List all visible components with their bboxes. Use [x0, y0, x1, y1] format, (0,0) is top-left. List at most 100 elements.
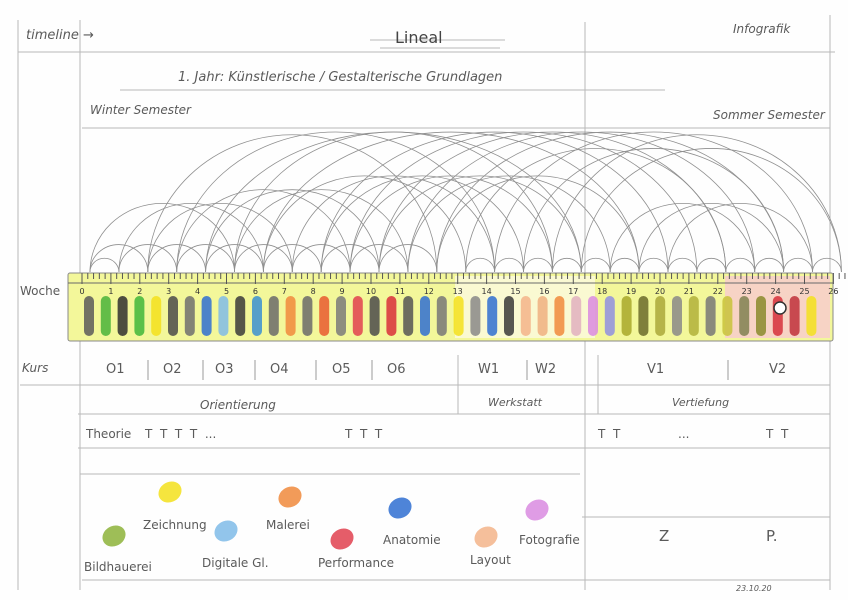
ruler-week-number: 7 [282, 287, 287, 296]
infografik-label: Infografik [733, 22, 791, 36]
week-arc [205, 244, 264, 273]
ruler-color-stroke [571, 296, 582, 336]
week-arc [378, 175, 582, 273]
legend-swatch [214, 520, 238, 542]
ruler-week-number: 18 [597, 287, 607, 296]
ruler-color-stroke [537, 296, 548, 336]
ruler-color-stroke [504, 296, 514, 336]
week-arc [378, 244, 438, 273]
woche-label: Woche [20, 284, 61, 298]
legend-swatch [525, 499, 549, 521]
week-arc [89, 257, 120, 273]
legend-label-fotografie: Fotografie [519, 533, 580, 547]
legend-swatch [158, 481, 182, 503]
ruler-week-number: 13 [453, 287, 463, 296]
ruler-color-stroke [436, 296, 447, 336]
week-arc [176, 131, 495, 273]
week-arc [176, 244, 235, 273]
summer-semester-label: Sommer Semester [713, 108, 825, 122]
theorie-label: Theorie [86, 427, 132, 441]
ruler-color-stroke [285, 296, 296, 336]
ruler-color-stroke [386, 296, 397, 336]
week-arc [580, 148, 842, 273]
ruler-color-stroke [789, 296, 800, 336]
timeline-label: timeline → [26, 28, 94, 43]
ruler-color-stroke [184, 296, 195, 336]
legend-swatch [330, 528, 354, 550]
course-o2: O2 [163, 362, 182, 377]
theorie-marks-mid: T T T [345, 427, 383, 441]
ruler-color-stroke [453, 296, 464, 336]
p-label: P. [766, 527, 778, 545]
week-arc [812, 257, 842, 273]
week-arc [638, 257, 669, 273]
ruler-color-stroke [319, 296, 330, 336]
ruler-week-number: 14 [482, 287, 492, 296]
ruler-color-stroke [151, 296, 162, 336]
ruler-week-number: 5 [224, 287, 229, 296]
week-arc [638, 203, 784, 273]
week-arc [609, 203, 756, 273]
ruler-week-number: 16 [539, 287, 549, 296]
legend-label-anatomie: Anatomie [383, 533, 441, 547]
ruler-color-stroke [117, 296, 128, 336]
ruler-color-stroke [235, 296, 246, 336]
legend-swatch [388, 497, 412, 519]
subtitle: 1. Jahr: Künstlerische / Gestalterische … [178, 70, 503, 85]
ruler-week-number: 23 [742, 287, 752, 296]
phase-vertiefung: Vertiefung [672, 396, 730, 409]
week-arc [147, 134, 438, 273]
legend-label-zeichnung: Zeichnung [143, 518, 207, 532]
ruler-color-stroke [302, 296, 313, 336]
ruler-color-stroke [134, 296, 145, 336]
week-arc [320, 131, 669, 273]
week-arc [234, 244, 293, 273]
course-v1: V1 [647, 362, 665, 377]
ruler-week-number: 17 [568, 287, 578, 296]
week-arc [263, 131, 640, 273]
week-arc [609, 257, 640, 273]
date-label: 23.10.20 [736, 584, 772, 593]
ruler-color-stroke [688, 296, 699, 336]
ruler-week-number: 6 [253, 287, 258, 296]
ruler-color-stroke [621, 296, 632, 336]
course-o4: O4 [270, 362, 289, 377]
week-arc [494, 131, 813, 273]
week-arc [552, 257, 582, 273]
ruler-color-stroke [218, 296, 229, 336]
course-v2: V2 [769, 362, 787, 377]
ruler-week-number: 20 [655, 287, 665, 296]
week-arc [465, 148, 727, 273]
legend-label-malerei: Malerei [266, 518, 310, 532]
theorie-marks-right2: T T [766, 427, 789, 441]
ruler-color-stroke [100, 296, 111, 336]
ruler-color-stroke [756, 296, 766, 336]
week-arc [147, 244, 206, 273]
week-arc [523, 148, 784, 273]
legend-label-bildhauerei: Bildhauerei [84, 560, 152, 574]
ruler-color-stroke [336, 296, 346, 336]
course-o3: O3 [215, 362, 234, 377]
week-arc [754, 257, 784, 273]
ruler-color-stroke [487, 296, 498, 336]
week-arc [89, 244, 149, 273]
z-label: Z [659, 527, 670, 545]
week-arc [291, 244, 351, 273]
ruler-week-number: 22 [713, 287, 723, 296]
ruler-color-stroke [352, 296, 363, 336]
ruler-week-number: 2 [137, 287, 142, 296]
week-arc [291, 175, 495, 273]
week-arc [696, 257, 727, 273]
ruler-week-number: 11 [395, 287, 405, 296]
week-arc [118, 203, 264, 273]
week-arc [176, 189, 351, 273]
ruler-color-stroke [520, 296, 531, 336]
ruler-week-number: 0 [79, 287, 84, 296]
winter-semester-label: Winter Semester [90, 103, 191, 117]
week-arc [465, 257, 495, 273]
week-arc [667, 257, 698, 273]
ruler-week-number: 12 [424, 287, 434, 296]
ruler-hole [773, 301, 787, 315]
